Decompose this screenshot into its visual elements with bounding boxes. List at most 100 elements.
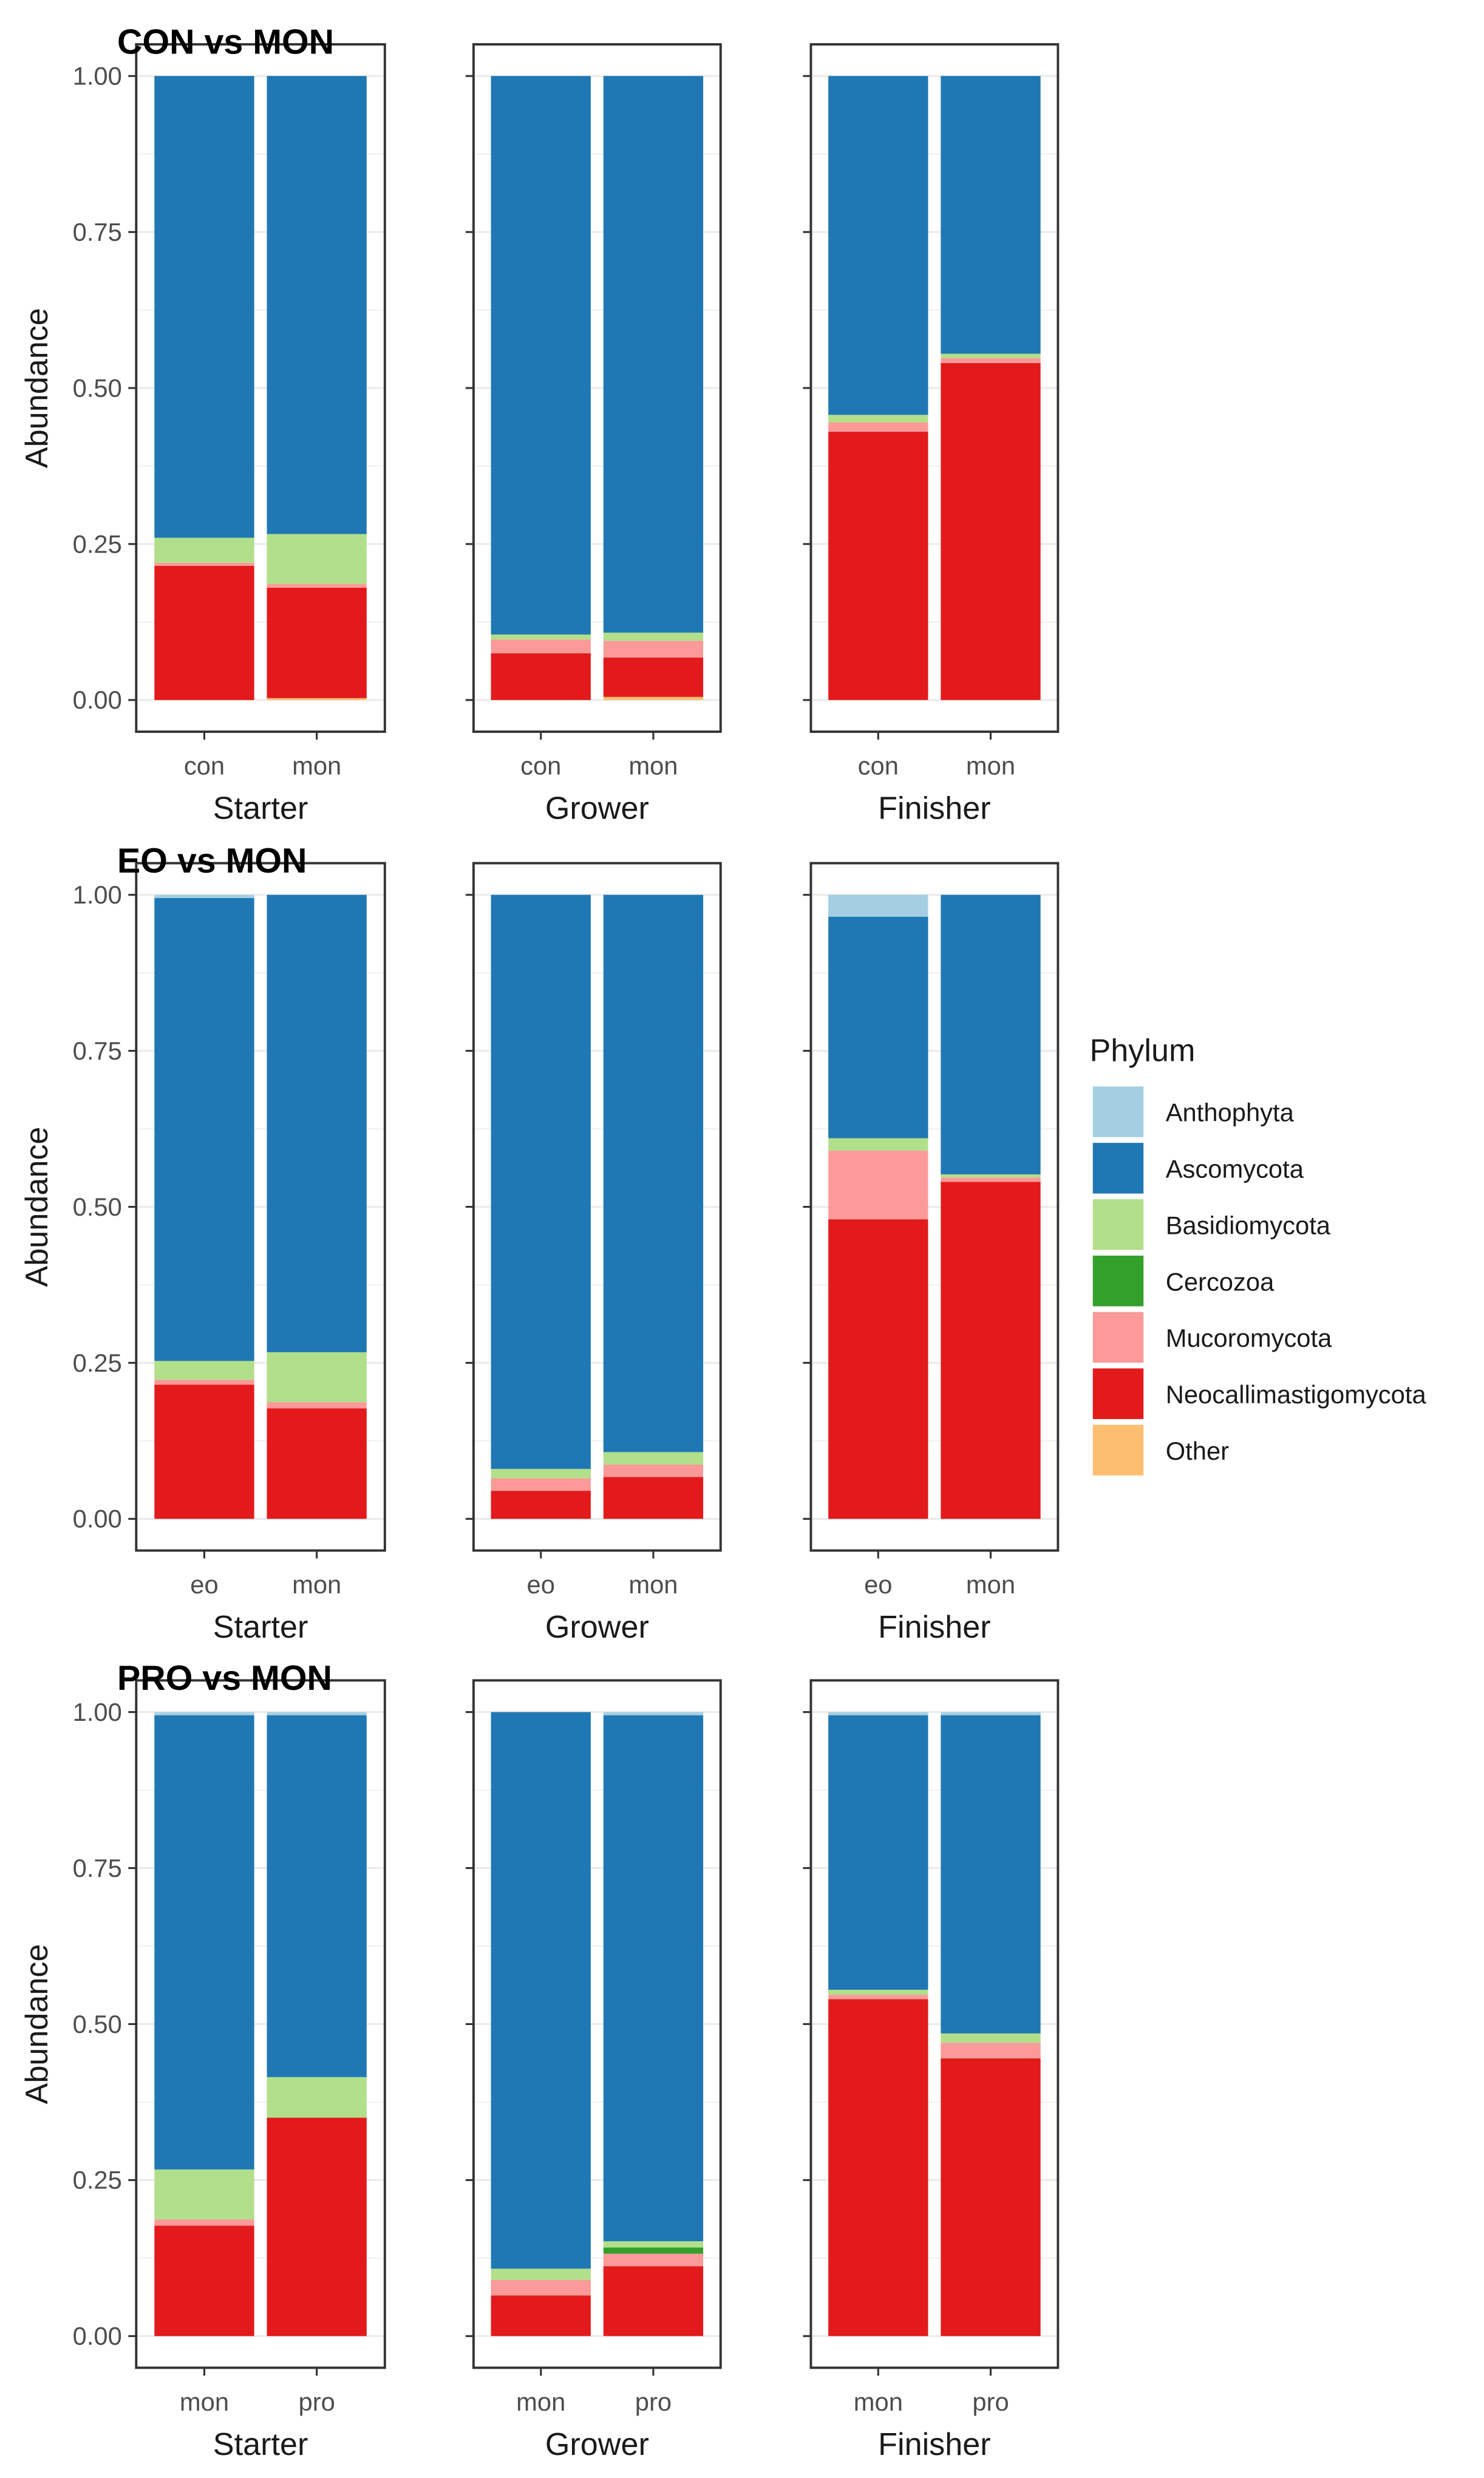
legend-label: Other	[1166, 1437, 1229, 1465]
bar-segment-eo-ascomycota	[154, 897, 254, 1361]
bar-segment-mon-mucoromycota	[941, 358, 1041, 363]
bar-segment-mon-basidiomycota	[491, 2269, 591, 2280]
y-axis-label: Abundance	[19, 1944, 55, 2104]
x-axis-label: Starter	[213, 791, 308, 826]
x-axis-label: Starter	[213, 2427, 308, 2462]
legend-label: Neocallimastigomycota	[1166, 1380, 1427, 1409]
panel-grower: con mon Grower	[465, 43, 722, 826]
legend-key-anthophyta	[1092, 1086, 1144, 1137]
panel-starter: con mon 0.00 0.25 0.50 0.75 1.00 Starter	[73, 43, 386, 826]
bar-segment-mon-neocallimastigomycota	[603, 1477, 704, 1519]
y-tick-label: 1.00	[73, 1698, 122, 1726]
x-tick-label: mon	[292, 751, 341, 780]
bar-segment-mon-ascomycota	[267, 76, 367, 534]
y-tick-label: 0.50	[73, 373, 122, 402]
bar-segment-mon-mucoromycota	[603, 641, 704, 658]
x-tick-label: con	[184, 751, 225, 780]
chart-title: CON vs MON	[117, 23, 334, 62]
x-tick-label: mon	[966, 1570, 1015, 1599]
bar-segment-con-neocallimastigomycota	[828, 431, 928, 700]
bar-segment-mon-ascomycota	[941, 894, 1041, 1175]
panel-finisher: con mon Finisher	[803, 43, 1060, 826]
bar-segment-mon-ascomycota	[154, 1715, 254, 2170]
bar-segment-mon-ascomycota	[267, 894, 367, 1352]
legend-label: Mucoromycota	[1166, 1324, 1332, 1352]
bar-segment-eo-anthophyta	[154, 894, 254, 898]
y-tick-label: 0.75	[73, 1036, 122, 1065]
bar-segment-con-basidiomycota	[491, 634, 591, 640]
bar-segment-con-mucoromycota	[154, 562, 254, 566]
bar-segment-eo-neocallimastigomycota	[154, 1384, 254, 1519]
bar-segment-eo-ascomycota	[491, 894, 591, 1469]
chart-title: PRO vs MON	[117, 1659, 332, 1698]
bar-segment-mon-anthophyta	[154, 1712, 254, 1715]
bar-segment-mon-mucoromycota	[491, 2279, 591, 2296]
y-tick-label: 0.00	[73, 686, 122, 714]
panel-grower: mon pro Grower	[465, 1679, 722, 2462]
bar-segment-mon-neocallimastigomycota	[603, 657, 704, 697]
bar-segment-mon-neocallimastigomycota	[267, 1408, 367, 1519]
x-tick-label: eo	[527, 1570, 555, 1599]
y-tick-label: 0.75	[73, 1854, 122, 1882]
panel-starter: mon pro 0.00 0.25 0.50 0.75 1.00 Starter	[73, 1679, 386, 2462]
bar-segment-eo-ascomycota	[828, 916, 928, 1139]
chart-row-3: Abundance mon pro 0.00 0.25 0.50 0.75 1.00 Start…	[19, 1659, 1060, 2462]
bar-segment-mon-neocallimastigomycota	[154, 2225, 254, 2337]
bar-segment-mon-basidiomycota	[267, 1352, 367, 1403]
x-axis-label: Grower	[545, 1610, 649, 1645]
legend-key-other	[1092, 1425, 1144, 1476]
legend: Phylum Anthophyta Ascomycota Basidiomycota C…	[1090, 1033, 1427, 1476]
bar-segment-mon-mucoromycota	[828, 1995, 928, 2000]
bar-segment-mon-neocallimastigomycota	[941, 363, 1041, 700]
bar-segment-mon-anthophyta	[828, 1712, 928, 1715]
bar-segment-eo-neocallimastigomycota	[828, 1219, 928, 1519]
chart-title: EO vs MON	[117, 842, 307, 880]
x-tick-label: mon	[180, 2388, 229, 2416]
bar-segment-con-ascomycota	[491, 76, 591, 635]
bar-segment-con-basidiomycota	[828, 415, 928, 423]
bar-segment-eo-mucoromycota	[828, 1151, 928, 1220]
bar-segment-mon-mucoromycota	[267, 584, 367, 588]
bar-segment-mon-neocallimastigomycota	[267, 587, 367, 698]
bar-segment-mon-ascomycota	[828, 1715, 928, 1990]
bar-segment-eo-mucoromycota	[154, 1380, 254, 1385]
legend-key-basidiomycota	[1092, 1199, 1144, 1250]
bar-segment-mon-mucoromycota	[154, 2219, 254, 2226]
bar-segment-mon-basidiomycota	[603, 632, 704, 641]
bar-segment-mon-other	[603, 696, 704, 700]
chart-row-2: Abundance eo mon 0.00 0.25 0.50 0.75 1.00 Starte…	[19, 842, 1060, 1645]
bar-segment-mon-mucoromycota	[941, 1177, 1041, 1182]
x-tick-label: pro	[635, 2388, 672, 2416]
bar-segment-mon-basidiomycota	[828, 1989, 928, 1995]
bar-segment-mon-neocallimastigomycota	[941, 1182, 1041, 1519]
bar-segment-con-mucoromycota	[828, 422, 928, 432]
legend-key-neocallimastigomycota	[1092, 1368, 1144, 1420]
bar-segment-con-ascomycota	[828, 76, 928, 415]
bar-segment-mon-mucoromycota	[267, 1402, 367, 1409]
bar-segment-mon-mucoromycota	[603, 1464, 704, 1477]
bar-segment-con-mucoromycota	[491, 639, 591, 653]
bar-segment-pro-basidiomycota	[603, 2241, 704, 2248]
bar-segment-mon-neocallimastigomycota	[491, 2295, 591, 2337]
x-tick-label: con	[858, 751, 899, 780]
bar-segment-pro-basidiomycota	[941, 2033, 1041, 2043]
legend-key-ascomycota	[1092, 1143, 1144, 1194]
bar-segment-mon-basidiomycota	[603, 1452, 704, 1465]
panel-starter: eo mon 0.00 0.25 0.50 0.75 1.00 Starter	[73, 862, 386, 1645]
bar-segment-eo-basidiomycota	[828, 1138, 928, 1151]
x-axis-label: Grower	[545, 791, 649, 826]
y-tick-label: 0.00	[73, 2322, 122, 2350]
y-tick-label: 1.00	[73, 62, 122, 90]
bar-segment-pro-neocallimastigomycota	[941, 2058, 1041, 2337]
bar-segment-pro-ascomycota	[603, 1715, 704, 2242]
bar-segment-pro-mucoromycota	[603, 2253, 704, 2267]
bar-segment-pro-neocallimastigomycota	[603, 2266, 704, 2337]
bar-segment-eo-basidiomycota	[491, 1469, 591, 1479]
x-axis-label: Finisher	[878, 2427, 991, 2462]
bar-segment-mon-ascomycota	[491, 1712, 591, 2269]
bar-segment-pro-anthophyta	[267, 1712, 367, 1715]
x-tick-label: mon	[628, 751, 678, 780]
y-tick-label: 0.75	[73, 217, 122, 246]
bar-segment-mon-basidiomycota	[267, 534, 367, 584]
x-tick-label: mon	[628, 1570, 678, 1599]
